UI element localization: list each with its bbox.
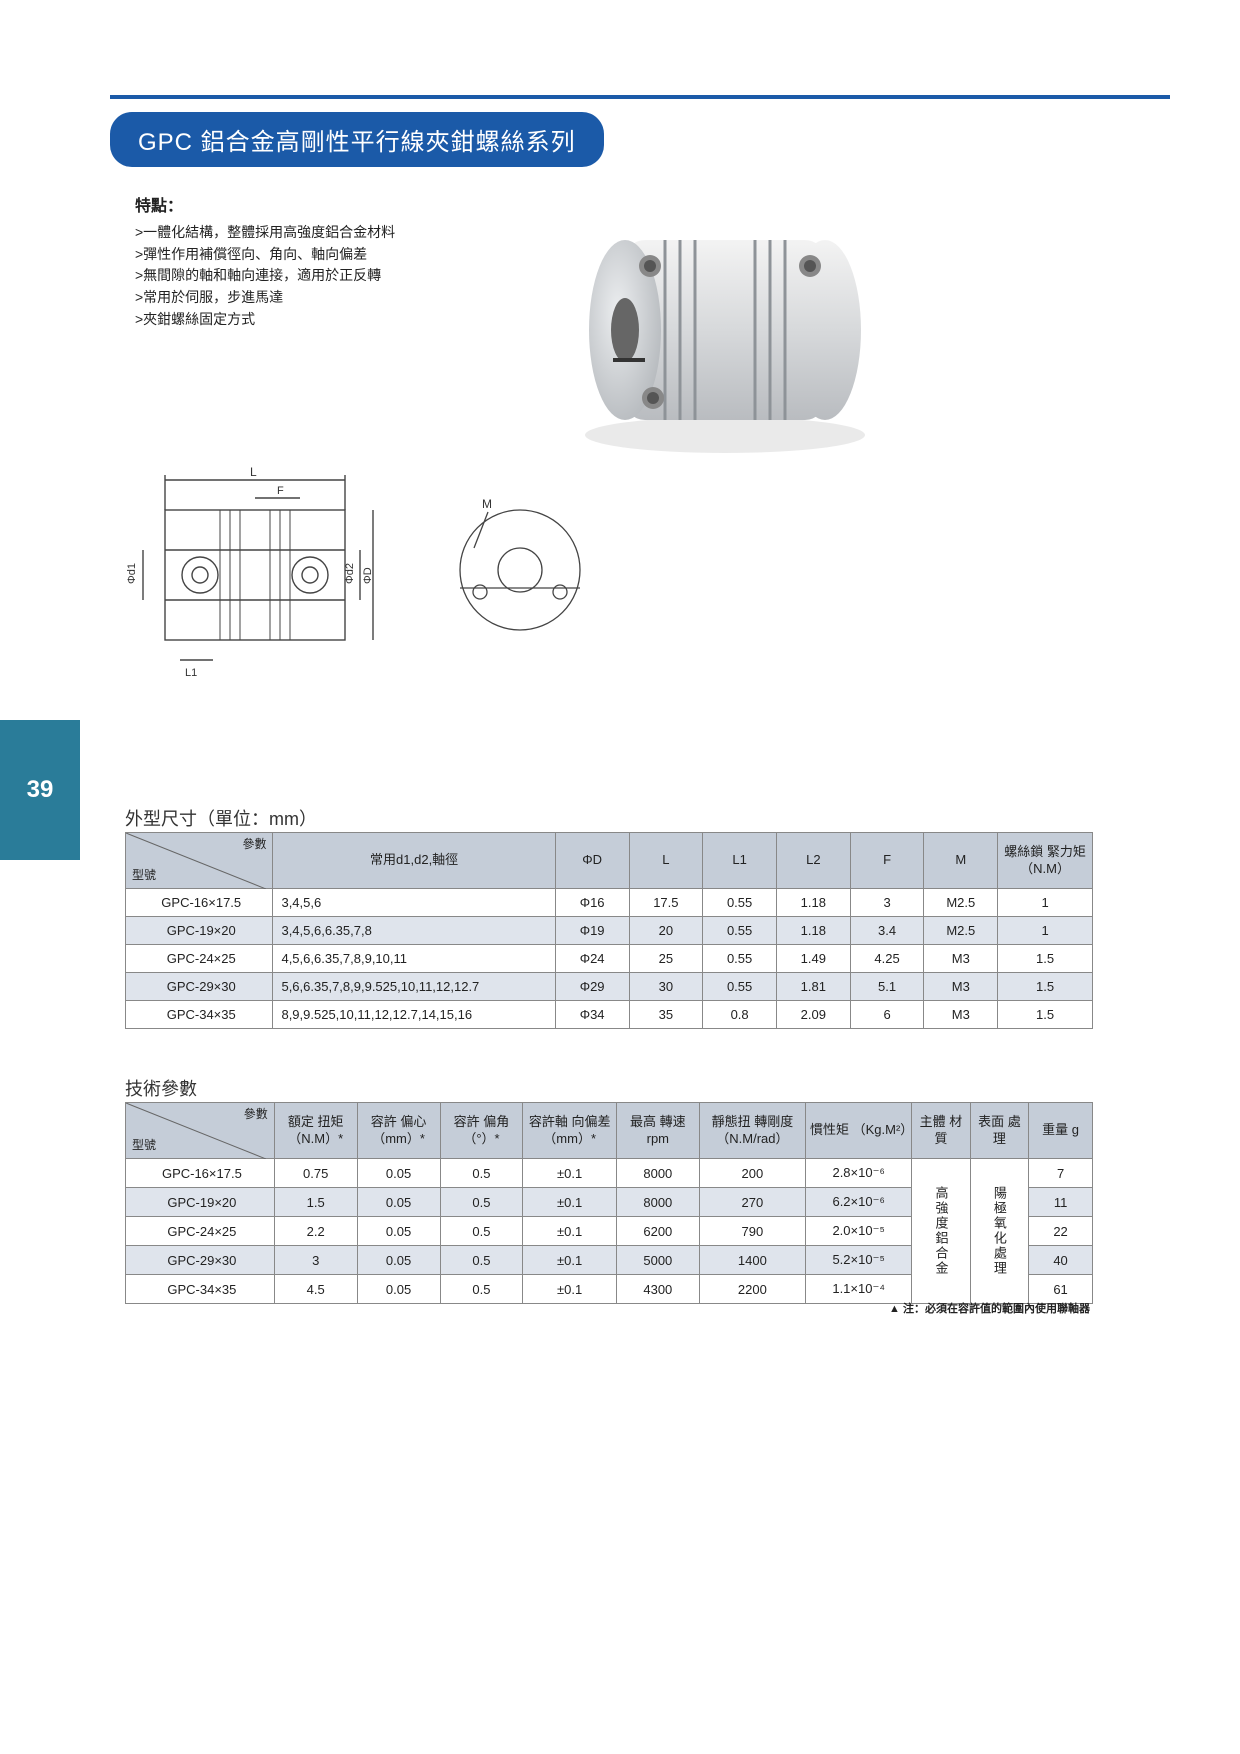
col-header: 額定 扭矩 （N.M）* [274,1103,357,1159]
col-header: 慣性矩 （Kg.M²） [806,1103,912,1159]
svg-text:Φd2: Φd2 [344,563,356,584]
svg-text:M: M [482,497,492,511]
col-header: L1 [703,833,777,889]
diag-header: 參數 型號 [126,1103,275,1159]
col-header: 容許 偏心 （mm）* [357,1103,440,1159]
col-header: 表面 處理 [970,1103,1028,1159]
table2-title: 技術參數 [125,1075,197,1101]
table-row: GPC-16×17.50.750.050.5±0.180002002.8×10⁻… [126,1159,1093,1188]
table1-title: 外型尺寸（單位：mm） [125,805,317,831]
page-title-badge: GPC 鋁合金高剛性平行線夾鉗螺絲系列 [110,112,604,167]
material-cell: 高強度鋁合金 [912,1159,970,1304]
col-header: ΦD [555,833,629,889]
svg-text:ΦD: ΦD [362,567,374,584]
product-image [555,180,915,460]
table-row: GPC-24×254,5,6,6.35,7,8,9,10,11Φ24250.55… [126,945,1093,973]
features-heading: 特點： [135,192,515,216]
diag-header: 參數 型號 [126,833,273,889]
top-rule [110,95,1170,99]
col-header: 容許 偏角 （°）* [440,1103,523,1159]
page-number-tab: 39 [0,720,80,860]
feature-line: >常用於伺服，步進馬達 [135,287,515,309]
col-header: F [850,833,924,889]
svg-text:L: L [250,465,257,479]
col-header: L [629,833,703,889]
surface-cell: 陽極氧化處理 [970,1159,1028,1304]
feature-line: >無間隙的軸和軸向連接，適用於正反轉 [135,265,515,287]
dimensions-table: 參數 型號 常用d1,d2,軸徑 ΦD L L1 L2 F M 螺絲鎖 緊力矩 … [125,832,1093,1029]
col-header: L2 [776,833,850,889]
col-header: 靜態扭 轉剛度 （N.M/rad） [699,1103,805,1159]
col-header: 常用d1,d2,軸徑 [273,833,555,889]
tech-params-table: 參數 型號 額定 扭矩 （N.M）* 容許 偏心 （mm）* 容許 偏角 （°）… [125,1102,1093,1304]
features-block: 特點： >一體化結構，整體採用高強度鋁合金材料 >彈性作用補償徑向、角向、軸向偏… [135,192,515,330]
col-header: 螺絲鎖 緊力矩 （N.M） [998,833,1093,889]
side-view-diagram: L F Φd1 Φd2 ΦD L1 [125,450,385,690]
feature-line: >一體化結構，整體採用高強度鋁合金材料 [135,222,515,244]
table-row: GPC-16×17.53,4,5,6Φ1617.50.551.183M2.51 [126,889,1093,917]
feature-line: >夾鉗螺絲固定方式 [135,309,515,331]
svg-text:F: F [277,485,284,497]
svg-text:L1: L1 [185,667,197,679]
table-row: GPC-29×305,6,6.35,7,8,9,9.525,10,11,12,1… [126,973,1093,1001]
front-view-diagram: M [420,490,620,640]
table-row: GPC-34×358,9,9.525,10,11,12,12.7,14,15,1… [126,1001,1093,1029]
col-header: 主體 材質 [912,1103,970,1159]
footnote: ▲ 注：必須在容許值的範圍內使用聯軸器 [889,1300,1090,1316]
col-header: 容許軸 向偏差 （mm）* [523,1103,617,1159]
svg-text:Φd1: Φd1 [126,563,138,584]
col-header: 重量 g [1029,1103,1093,1159]
feature-line: >彈性作用補償徑向、角向、軸向偏差 [135,244,515,266]
col-header: 最高 轉速 rpm [616,1103,699,1159]
table-row: GPC-19×203,4,5,6,6.35,7,8Φ19200.551.183.… [126,917,1093,945]
col-header: M [924,833,998,889]
